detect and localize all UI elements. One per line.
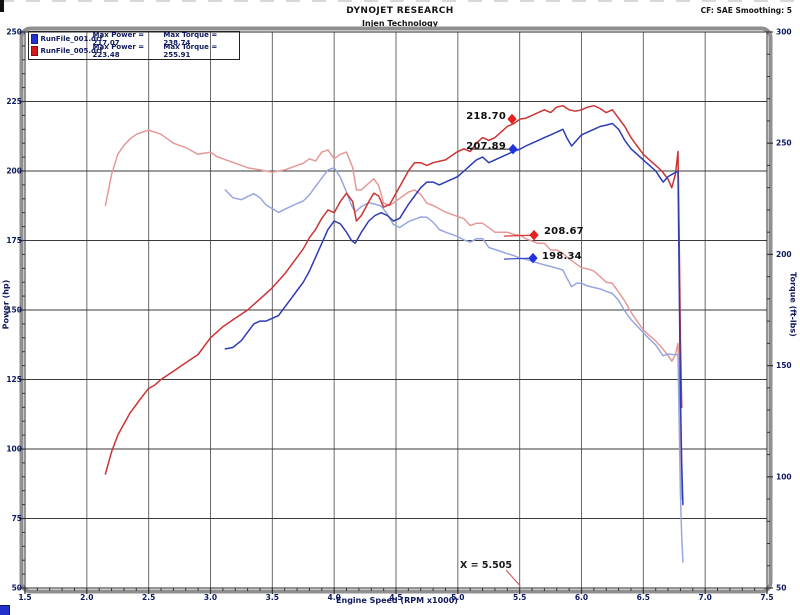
svg-text:50: 50: [12, 584, 22, 593]
svg-text:5.0: 5.0: [451, 593, 464, 602]
bottom-left-window-icon[interactable]: [0, 605, 10, 615]
svg-text:200: 200: [776, 250, 792, 259]
svg-text:6.0: 6.0: [575, 593, 588, 602]
svg-text:3.5: 3.5: [266, 593, 279, 602]
svg-text:4.0: 4.0: [328, 593, 341, 602]
legend-max-power: Max Power = 217.07: [92, 31, 145, 47]
cursor-value-torque-blue: 198.34: [542, 251, 582, 262]
cursor-value-power-blue: 207.89: [466, 141, 506, 152]
legend-row-runfile-005: RunFile_005.drf Max Power = 223.48 Max T…: [31, 43, 239, 59]
svg-text:150: 150: [776, 361, 792, 370]
correction-smoothing-label: CF: SAE Smoothing: 5: [700, 6, 792, 15]
svg-text:250: 250: [6, 28, 22, 37]
top-edge-artifact: [0, 0, 800, 2]
svg-text:2.5: 2.5: [142, 593, 155, 602]
legend-max-torque: Max Torque = 255.91: [163, 43, 218, 59]
svg-text:250: 250: [776, 139, 792, 148]
svg-text:6.5: 6.5: [637, 593, 650, 602]
svg-text:300: 300: [776, 28, 792, 37]
svg-text:225: 225: [6, 97, 22, 106]
svg-text:2.0: 2.0: [80, 593, 93, 602]
cursor-value-torque-red: 208.67: [544, 226, 584, 237]
legend-box[interactable]: RunFile_001.drf Max Power = 217.07 Max T…: [28, 31, 240, 60]
svg-text:100: 100: [776, 472, 792, 481]
svg-text:150: 150: [6, 306, 22, 315]
svg-text:175: 175: [6, 236, 22, 245]
blue-run-marker-icon: [31, 34, 38, 44]
legend-file-name: RunFile_005.drf: [40, 47, 103, 55]
svg-text:3.0: 3.0: [204, 593, 217, 602]
cursor-value-power-red: 218.70: [466, 111, 506, 122]
x-axis-title: Engine Speed (RPM x1000): [336, 596, 458, 605]
svg-text:5.5: 5.5: [513, 593, 526, 602]
legend-max-power: Max Power = 223.48: [92, 43, 145, 59]
left-axis-title: Power (hp): [1, 279, 11, 330]
svg-text:75: 75: [12, 514, 22, 523]
chart-title: DYNOJET RESEARCH: [346, 6, 454, 16]
svg-text:1.5: 1.5: [18, 593, 31, 602]
svg-text:200: 200: [6, 167, 22, 176]
svg-text:7.5: 7.5: [760, 593, 773, 602]
legend-max-torque: Max Torque = 238.74: [163, 31, 218, 47]
svg-text:4.5: 4.5: [389, 593, 402, 602]
red-run-marker-icon: [31, 46, 38, 56]
legend-row-runfile-001: RunFile_001.drf Max Power = 217.07 Max T…: [31, 31, 239, 47]
svg-text:7.0: 7.0: [699, 593, 712, 602]
top-left-mark: [0, 0, 4, 12]
svg-text:125: 125: [6, 375, 22, 384]
svg-text:50: 50: [776, 584, 786, 593]
svg-text:100: 100: [6, 445, 22, 454]
cursor-x-label: X = 5.505: [460, 560, 512, 571]
right-axis-title: Torque (ft-lbs): [788, 272, 798, 337]
legend-file-name: RunFile_001.drf: [40, 35, 103, 43]
chart-subtitle: Injen Technology: [362, 19, 438, 28]
